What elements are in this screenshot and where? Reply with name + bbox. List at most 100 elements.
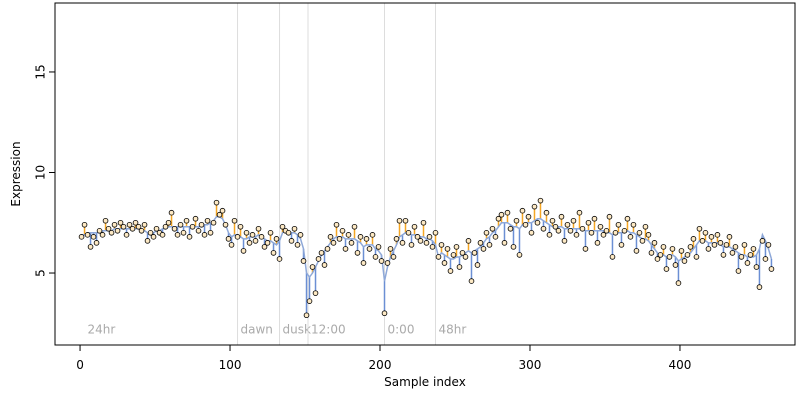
data-point (102, 217, 109, 224)
data-point (129, 225, 136, 232)
data-point (624, 215, 631, 222)
data-point (420, 219, 427, 226)
x-tick-label: 200 (369, 358, 392, 372)
data-point (531, 203, 538, 210)
data-point (453, 244, 460, 250)
data-point (309, 264, 316, 270)
event-label: 0:00 (388, 322, 415, 336)
data-point (390, 254, 397, 260)
event-label: dusk (283, 322, 311, 336)
data-point (294, 242, 301, 248)
data-point (477, 240, 484, 246)
event-label: 24hr (88, 322, 116, 336)
data-point (81, 221, 88, 228)
data-point (444, 246, 451, 252)
data-point (135, 223, 142, 230)
data-point (357, 234, 364, 240)
data-point (534, 219, 541, 226)
data-point (648, 250, 655, 256)
data-point (366, 246, 373, 252)
data-point (372, 254, 379, 260)
data-point (636, 230, 643, 236)
data-point (669, 246, 676, 252)
data-point (414, 234, 421, 240)
data-point (702, 230, 709, 236)
data-point (180, 230, 187, 236)
data-point (585, 219, 592, 226)
y-tick-label: 10 (34, 165, 48, 180)
data-point (273, 236, 280, 242)
data-point (378, 258, 385, 264)
data-point (312, 290, 319, 296)
data-point (657, 252, 664, 258)
data-point (684, 252, 691, 258)
data-point (705, 246, 712, 252)
data-point (279, 223, 286, 230)
data-point (93, 240, 100, 246)
data-point (489, 225, 496, 232)
data-point (576, 209, 583, 216)
data-point (750, 246, 757, 252)
data-point (132, 219, 139, 226)
data-point (174, 232, 181, 238)
data-point (672, 262, 679, 268)
data-point (549, 217, 556, 224)
data-point (87, 244, 94, 250)
data-point (222, 221, 229, 228)
data-point (333, 221, 340, 228)
data-point (111, 221, 118, 228)
data-point (315, 256, 322, 262)
data-point (138, 227, 145, 234)
data-point (162, 223, 169, 230)
data-point (240, 248, 247, 254)
x-tick-label: 0 (76, 358, 84, 372)
data-point (237, 223, 244, 230)
data-point (438, 242, 445, 248)
data-point (714, 232, 721, 238)
data-point (483, 230, 490, 236)
y-tick-label: 5 (34, 269, 48, 277)
x-tick-label: 300 (519, 358, 542, 372)
data-point (723, 242, 730, 248)
data-point (570, 217, 577, 224)
data-point (690, 236, 697, 242)
data-point (417, 238, 424, 244)
data-point (204, 217, 211, 224)
data-point (504, 209, 511, 216)
data-point (708, 234, 715, 240)
data-point (654, 256, 661, 262)
x-tick-label: 400 (669, 358, 692, 372)
data-point (321, 262, 328, 268)
data-point (213, 199, 220, 206)
data-point (234, 234, 241, 240)
data-point (159, 232, 166, 238)
data-point (726, 234, 733, 240)
data-point (711, 242, 718, 248)
data-point (171, 225, 178, 232)
data-point (255, 225, 262, 232)
data-point (561, 238, 568, 244)
data-point (693, 254, 700, 260)
data-point (342, 246, 349, 252)
data-point (738, 254, 745, 260)
data-point (393, 236, 400, 242)
data-point (120, 223, 127, 230)
data-point (264, 240, 271, 246)
data-point (195, 227, 202, 234)
data-point (186, 234, 193, 240)
data-point (618, 242, 625, 248)
data-point (582, 246, 589, 252)
data-point (387, 246, 394, 252)
data-point (612, 230, 619, 236)
data-point (99, 232, 106, 238)
data-point (318, 250, 325, 256)
data-point (756, 284, 763, 290)
data-point (573, 232, 580, 238)
data-point (177, 221, 184, 228)
data-point (219, 207, 226, 214)
data-point (486, 242, 493, 248)
data-point (522, 221, 529, 228)
data-point (288, 238, 295, 244)
data-point (555, 227, 562, 234)
